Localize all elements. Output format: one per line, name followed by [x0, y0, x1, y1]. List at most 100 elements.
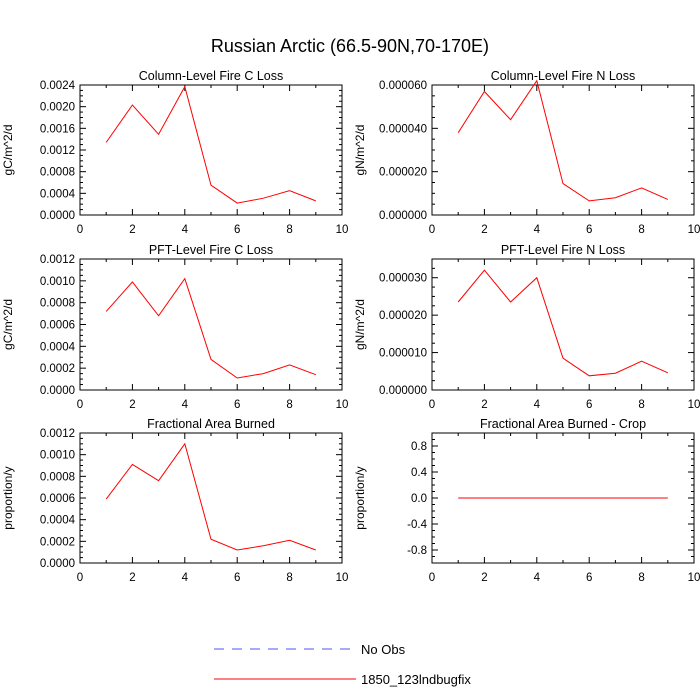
chart-panel-3: PFT-Level Fire C Loss gC/m^2/d 0 2 4 6 8 10 0.00…: [1, 243, 348, 411]
y-tick-label: 0.0010: [40, 276, 75, 288]
series-line-1850-123lndbugfix: [457, 79, 669, 202]
x-tick-label: 8: [286, 224, 292, 236]
y-tick-label: 0.0008: [40, 471, 75, 483]
panel-title: Column-Level Fire C Loss: [139, 69, 284, 83]
chart-panel-2: Column-Level Fire N Loss gN/m^2/d 0 2 4 6 8 10 0…: [353, 69, 700, 236]
x-tick-label: 2: [481, 572, 487, 584]
y-tick-label: 0.4: [411, 467, 428, 479]
x-tick-label: 0: [429, 224, 435, 236]
figure-title: Russian Arctic (66.5-90N,70-170E): [211, 36, 489, 56]
x-tick-label: 0: [77, 572, 83, 584]
x-tick-label: 0: [77, 224, 83, 236]
x-tick-label: 8: [286, 399, 292, 411]
y-tick-label: 0.000040: [379, 123, 427, 135]
panel-title: Column-Level Fire N Loss: [491, 69, 636, 83]
x-tick-label: 10: [336, 572, 349, 584]
x-tick-label: 2: [481, 224, 487, 236]
panel-title: Fractional Area Burned - Crop: [480, 417, 646, 431]
y-tick-label: 0.0020: [40, 102, 75, 114]
x-tick-label: 0: [77, 399, 83, 411]
y-axis-label: proportion/y: [1, 466, 15, 529]
y-tick-label: 0.000060: [379, 80, 427, 92]
plot-frame: [431, 258, 695, 391]
y-tick-label: 0.0006: [40, 493, 75, 505]
y-tick-label: 0.0008: [40, 167, 75, 179]
x-tick-label: 0: [429, 399, 435, 411]
legend-label-no-obs: No Obs: [361, 642, 406, 657]
y-tick-label: 0.0012: [40, 145, 75, 157]
y-tick-label: 0.0002: [40, 536, 75, 548]
x-tick-label: 10: [688, 572, 700, 584]
y-tick-label: 0.000010: [379, 348, 427, 360]
chart-panel-5: Fractional Area Burned proportion/y 0 2 4 6 8 1…: [1, 417, 348, 584]
x-tick-label: 2: [129, 572, 135, 584]
y-axis-label: gC/m^2/d: [1, 299, 15, 350]
x-tick-label: 4: [534, 572, 541, 584]
x-tick-label: 8: [638, 224, 644, 236]
legend: No Obs 1850_123lndbugfix: [214, 642, 471, 687]
y-tick-label: 0.0002: [40, 363, 75, 375]
x-tick-label: 10: [688, 224, 700, 236]
legend-label-model: 1850_123lndbugfix: [361, 672, 471, 687]
y-axis-label: proportion/y: [353, 466, 367, 529]
x-tick-label: 0: [429, 572, 435, 584]
y-tick-label: 0.000000: [379, 385, 427, 397]
x-tick-label: 6: [586, 572, 592, 584]
y-tick-label: 0.0006: [40, 320, 75, 332]
panel-title: PFT-Level Fire N Loss: [501, 243, 625, 257]
y-tick-label: 0.0012: [40, 428, 75, 440]
series-line-1850-123lndbugfix: [105, 85, 316, 204]
y-tick-label: 0.000020: [379, 310, 427, 322]
y-tick-label: 0.0008: [40, 298, 75, 310]
x-tick-label: 2: [129, 399, 135, 411]
y-tick-label: 0.0004: [40, 188, 76, 200]
y-axis-label: gN/m^2/d: [353, 125, 367, 176]
x-tick-label: 6: [586, 399, 592, 411]
panels-group: Column-Level Fire C Loss gC/m^2/d 0 2 4 6 8 10 0…: [1, 69, 700, 584]
y-tick-label: 0.000030: [379, 273, 427, 285]
y-tick-label: 0.000000: [379, 210, 427, 222]
plot-frame: [431, 84, 695, 216]
x-tick-label: 4: [182, 224, 189, 236]
y-tick-label: 0.0000: [40, 385, 75, 397]
series-line-1850-123lndbugfix: [105, 277, 316, 379]
chart-panel-1: Column-Level Fire C Loss gC/m^2/d 0 2 4 6 8 10 0…: [1, 69, 348, 236]
x-tick-label: 6: [234, 399, 240, 411]
chart-panel-4: PFT-Level Fire N Loss gN/m^2/d 0 2 4 6 8 10 0.00…: [353, 243, 700, 411]
y-tick-label: -0.8: [407, 545, 427, 557]
x-tick-label: 4: [534, 399, 541, 411]
y-tick-label: 0.0004: [40, 341, 76, 353]
plot-frame: [79, 258, 343, 391]
chart-panel-6: Fractional Area Burned - Crop proportion/…: [353, 417, 700, 584]
y-tick-label: 0.0024: [40, 80, 76, 92]
plot-frame: [79, 432, 343, 564]
x-tick-label: 6: [234, 572, 240, 584]
y-tick-label: 0.0000: [40, 210, 75, 222]
y-tick-label: 0.0012: [40, 254, 75, 266]
x-tick-label: 8: [286, 572, 292, 584]
y-axis-label: gC/m^2/d: [1, 125, 15, 176]
x-tick-label: 10: [336, 399, 349, 411]
y-tick-label: 0.0004: [40, 515, 76, 527]
y-tick-label: 0.000020: [379, 167, 427, 179]
x-tick-label: 8: [638, 399, 644, 411]
y-axis-label: gN/m^2/d: [353, 299, 367, 350]
x-tick-label: 6: [234, 224, 240, 236]
y-tick-label: 0.0016: [40, 123, 75, 135]
panel-title: Fractional Area Burned: [147, 417, 275, 431]
x-tick-label: 10: [336, 224, 349, 236]
x-tick-label: 4: [534, 224, 541, 236]
x-tick-label: 6: [586, 224, 592, 236]
x-tick-label: 8: [638, 572, 644, 584]
x-tick-label: 10: [688, 399, 700, 411]
x-tick-label: 2: [481, 399, 487, 411]
y-tick-label: -0.4: [407, 519, 427, 531]
series-line-1850-123lndbugfix: [105, 442, 316, 551]
y-tick-label: 0.8: [411, 441, 427, 453]
x-tick-label: 4: [182, 399, 189, 411]
x-tick-label: 2: [129, 224, 135, 236]
series-line-1850-123lndbugfix: [457, 269, 669, 377]
y-tick-label: 0.0010: [40, 450, 75, 462]
y-tick-label: 0.0000: [40, 558, 75, 570]
